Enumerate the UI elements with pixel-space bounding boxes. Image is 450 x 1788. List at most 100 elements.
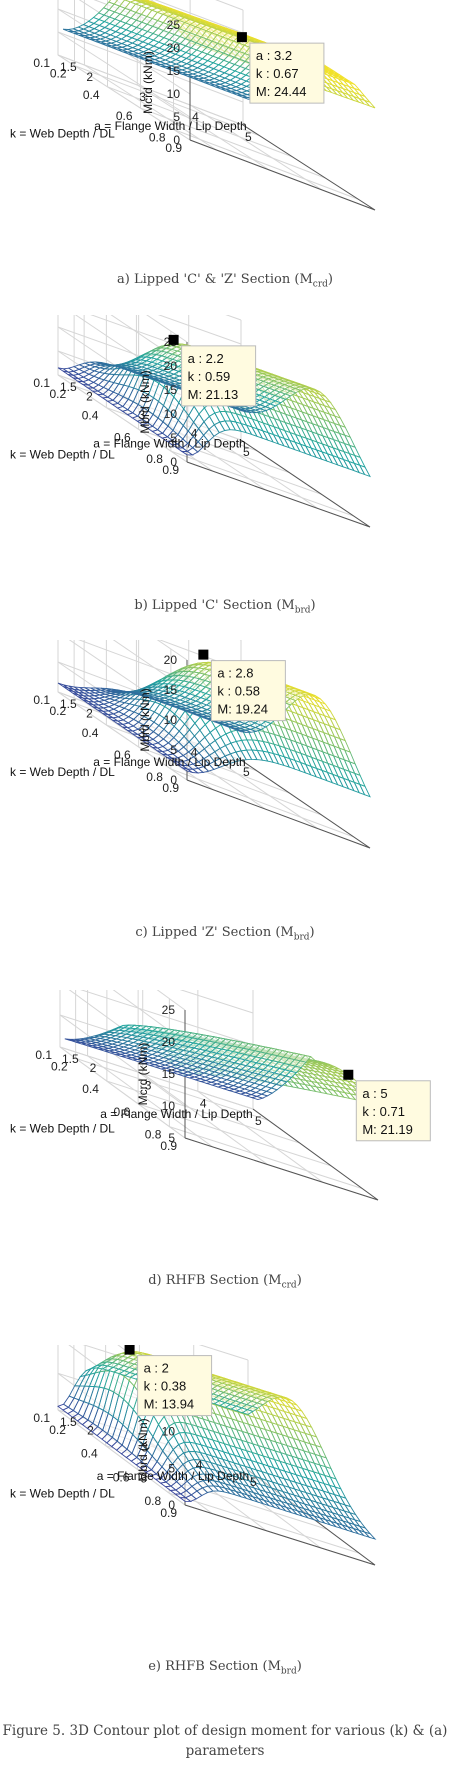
z-tick-label: 20 xyxy=(162,1035,176,1049)
x-tick-label: 2 xyxy=(86,707,93,721)
gridline-y xyxy=(137,1103,332,1167)
datatip-k: k : 0.58 xyxy=(217,684,260,699)
z-tick-label: 10 xyxy=(164,407,178,421)
x-tick-label: 3 xyxy=(138,726,145,740)
x-axis-label: a = Flange Width / Lip Depth xyxy=(100,1107,252,1121)
datatip-a: a : 2.2 xyxy=(188,351,224,366)
z-tick-label: 15 xyxy=(164,383,178,397)
surface-cell xyxy=(235,408,247,413)
x-tick-label: 4 xyxy=(192,110,199,124)
x-tick-label: 2 xyxy=(86,389,93,403)
datatip-m: M: 21.19 xyxy=(362,1122,413,1137)
x-tick-label: 4 xyxy=(191,746,198,760)
z-tick-label: 0 xyxy=(173,133,180,147)
surface-plot-b: 05101520251.523450.90.80.60.40.20.1Mbrd … xyxy=(10,315,371,528)
peak-marker xyxy=(124,1345,135,1355)
x-tick-label: 4 xyxy=(200,1096,207,1110)
axis-base xyxy=(189,124,376,211)
gridline-z xyxy=(57,31,191,118)
y-tick-label: 0.8 xyxy=(145,1128,162,1142)
datatip-box xyxy=(137,1355,213,1417)
x-tick-label: 1.5 xyxy=(60,380,77,394)
x-tick-label: 3 xyxy=(139,90,146,104)
y-tick-label: 0.9 xyxy=(160,1139,177,1153)
y-tick-label: 0.2 xyxy=(49,1423,66,1437)
chart-panel-d: 5 10 15 20 25 1.5 2 3 4 5 0.9 0.8 0.6 0.4 0.2 0.1 Mcrd (… xyxy=(0,990,450,1300)
gridline-z xyxy=(154,0,244,34)
y-tick-label: 0.4 xyxy=(82,1082,99,1096)
gridline-y xyxy=(140,107,326,179)
gridline-x xyxy=(189,104,323,191)
z-tick-label: 10 xyxy=(162,1099,176,1113)
x-axis-label: a = Flange Width / Lip Depth xyxy=(93,437,245,451)
datatip-k: k : 0.67 xyxy=(256,66,299,81)
gridline-z xyxy=(156,990,186,1011)
datatip-box xyxy=(249,42,325,104)
gridline-x xyxy=(57,374,188,463)
z-tick-label: 5 xyxy=(173,110,180,124)
y-tick-label: 0.1 xyxy=(35,1048,52,1062)
x-axis-label: a = Flange Width / Lip Depth xyxy=(93,755,245,769)
axis-base xyxy=(186,439,371,528)
z-tick-label: 20 xyxy=(164,653,178,667)
x-tick-label: 2 xyxy=(90,1061,97,1075)
z-tick-label: 10 xyxy=(162,1425,176,1439)
y-tick-label: 0.2 xyxy=(51,1059,68,1073)
x-tick-label: 1.5 xyxy=(60,60,77,74)
y-tick-label: 0.9 xyxy=(165,141,182,155)
gridline-y xyxy=(59,1046,254,1110)
caption-d: d) RHFB Section (Mcrd) xyxy=(148,1273,302,1291)
y-tick-label: 0.9 xyxy=(160,1506,177,1520)
datatip-a: a : 2 xyxy=(144,1361,169,1376)
figure-caption: Figure 5. 3D Contour plot of design mome… xyxy=(2,1723,448,1759)
z-tick-label: 10 xyxy=(164,713,178,727)
gridline-y xyxy=(107,86,293,158)
x-tick-label: 5 xyxy=(243,445,250,459)
z-tick-label: 20 xyxy=(167,41,181,55)
z-tick-label: 25 xyxy=(162,1003,176,1017)
datatip-box xyxy=(355,1080,431,1142)
gridline-x xyxy=(57,54,191,141)
chart-panel-a: 0 5 10 15 20 25 1.5 2 3 4 5 0.9 0.8 0.6 0.4 0.2 0.1 Mcrd … xyxy=(0,0,450,300)
datatip-box xyxy=(181,345,257,407)
y-tick-label: 0.1 xyxy=(33,56,50,70)
gridline-z xyxy=(146,315,188,343)
gridline-z xyxy=(179,990,254,1014)
y-axis-label: k = Web Depth / DL xyxy=(10,127,115,141)
x-tick-label: 1.5 xyxy=(60,697,77,711)
z-tick-label: 10 xyxy=(167,87,181,101)
gridline-z xyxy=(112,640,188,691)
y-axis-label: k = Web Depth / DL xyxy=(10,1122,115,1136)
z-axis-label: Mcrd (kNm) xyxy=(141,51,155,114)
x-tick-label: 2 xyxy=(87,1424,94,1438)
gridline-z xyxy=(112,990,186,1043)
y-tick-label: 0.2 xyxy=(49,704,66,718)
gridline-x xyxy=(59,1046,186,1139)
z-tick-label: 0 xyxy=(170,773,177,787)
z-tick-label: 15 xyxy=(164,683,178,697)
z-tick-label: 0 xyxy=(168,1498,175,1512)
z-tick-label: 15 xyxy=(167,64,181,78)
z-tick-label: 5 xyxy=(170,743,177,757)
y-tick-label: 0.6 xyxy=(116,109,133,123)
peak-marker xyxy=(236,32,247,43)
peak-marker xyxy=(198,649,209,660)
gridline-x xyxy=(57,691,188,781)
y-tick-label: 0.8 xyxy=(146,452,163,466)
gridline-x xyxy=(137,84,270,171)
y-tick-label: 0.2 xyxy=(50,67,67,81)
z-axis-label: Mbrd (kNm) xyxy=(136,1418,150,1481)
y-tick-label: 0.1 xyxy=(33,376,50,390)
gridline-x xyxy=(87,1055,213,1148)
x-tick-label: 5 xyxy=(250,1475,257,1489)
z-tick-label: 25 xyxy=(167,18,181,32)
y-axis-label: k = Web Depth / DL xyxy=(10,765,115,779)
gridline-z xyxy=(80,990,254,1046)
gridline-z xyxy=(57,31,244,103)
y-tick-label: 0.1 xyxy=(33,1411,50,1425)
x-tick-label: 5 xyxy=(245,130,252,144)
gridline-x xyxy=(57,1409,186,1506)
x-tick-label: 2 xyxy=(86,70,93,84)
